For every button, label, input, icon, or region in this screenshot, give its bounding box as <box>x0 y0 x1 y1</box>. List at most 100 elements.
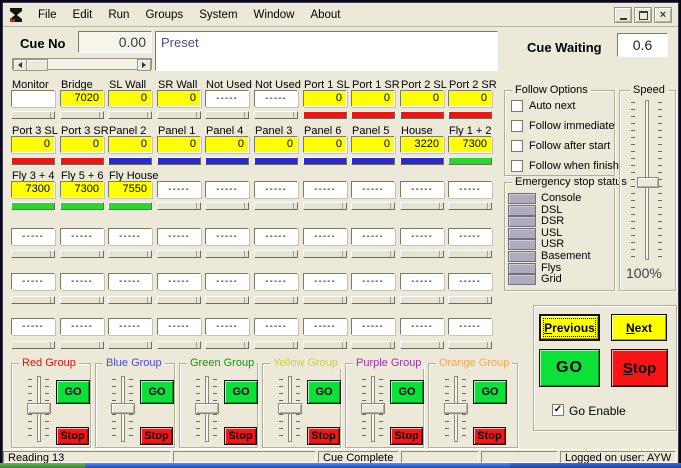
group-go-button[interactable]: GO <box>56 380 90 404</box>
status-panel <box>401 451 479 463</box>
status-panel <box>173 451 316 463</box>
estop-indicator <box>508 193 536 204</box>
status-panel: Reading 13 <box>3 451 171 464</box>
go-enable-checkbox[interactable]: ✓ <box>552 404 564 416</box>
group-stop-button[interactable]: Stop <box>224 427 257 445</box>
channel-level-bar <box>157 341 201 349</box>
channel-level-bar <box>11 157 55 165</box>
group-go-button[interactable]: GO <box>140 380 174 404</box>
menu-system[interactable]: System <box>199 8 238 21</box>
scrollbar-thumb[interactable] <box>26 59 48 71</box>
group-stop-button[interactable]: Stop <box>140 427 173 445</box>
channel-value: ----- <box>400 228 444 245</box>
follow-option-checkbox[interactable] <box>511 100 523 112</box>
channel-value: ----- <box>11 273 55 290</box>
channel-value: ----- <box>254 90 298 107</box>
channel-level-bar <box>448 341 492 349</box>
emergency-stop-title: Emergency stop status <box>512 176 630 188</box>
channel-label: Panel 6 <box>304 125 342 137</box>
channel-value: 7020 <box>60 90 104 107</box>
group-go-button[interactable]: GO <box>224 380 258 404</box>
scroll-right-arrow-icon[interactable] <box>137 59 151 71</box>
channel-level-bar <box>11 250 55 258</box>
menu-run[interactable]: Run <box>108 8 130 21</box>
channel-level-bar <box>254 111 298 119</box>
channel-value: 0 <box>448 90 492 107</box>
menu-groups[interactable]: Groups <box>145 8 184 21</box>
menu-window[interactable]: Window <box>253 8 295 21</box>
restore-button[interactable] <box>634 7 652 23</box>
group-slider-thumb[interactable] <box>361 403 385 414</box>
channel-value: ----- <box>448 181 492 198</box>
go-button[interactable]: GO <box>539 349 600 387</box>
channel-level-bar <box>205 202 249 210</box>
group-stop-button[interactable]: Stop <box>56 427 89 445</box>
fader-group-title: Yellow Group <box>270 357 342 369</box>
menu-about[interactable]: About <box>310 8 341 21</box>
channel-level-bar <box>60 296 104 304</box>
channel-value: ----- <box>205 273 249 290</box>
channel-level-bar <box>108 202 152 210</box>
channel-label: SL Wall <box>109 79 147 91</box>
channel-value: 0 <box>60 136 104 153</box>
channel-level-bar <box>448 157 492 165</box>
channel-value: 7300 <box>448 136 492 153</box>
channel-label: Port 2 SL <box>401 79 447 91</box>
channel-value: 0 <box>303 136 347 153</box>
group-slider-thumb[interactable] <box>195 403 219 414</box>
follow-option-checkbox[interactable] <box>511 160 523 172</box>
channel-value <box>11 90 55 107</box>
channel-level-bar <box>108 296 152 304</box>
channel-level-bar <box>303 341 347 349</box>
channel-value: ----- <box>254 318 298 335</box>
group-stop-button[interactable]: Stop <box>473 427 506 445</box>
channel-level-bar <box>157 202 201 210</box>
cue-description-field[interactable]: Preset <box>155 31 498 71</box>
group-slider-thumb[interactable] <box>444 403 468 414</box>
taskbar <box>0 463 681 468</box>
group-slider-thumb[interactable] <box>278 403 302 414</box>
speed-percent: 100% <box>626 265 662 281</box>
channel-value: 7300 <box>60 181 104 198</box>
group-slider-thumb[interactable] <box>111 403 135 414</box>
channel-label: Panel 2 <box>109 125 147 137</box>
channel-level-bar <box>351 202 395 210</box>
minimize-button[interactable] <box>614 7 632 23</box>
group-slider-thumb[interactable] <box>27 403 51 414</box>
menu-file[interactable]: File <box>38 8 57 21</box>
cue-waiting-label: Cue Waiting <box>527 40 602 55</box>
follow-option-checkbox[interactable] <box>511 140 523 152</box>
channel-level-bar <box>400 157 444 165</box>
group-stop-button[interactable]: Stop <box>307 427 340 445</box>
emergency-stop-group: Emergency stop status <box>504 176 630 291</box>
channel-value: 0 <box>351 90 395 107</box>
channel-level-bar <box>448 111 492 119</box>
speed-ticks-left <box>631 102 635 257</box>
speed-slider-thumb[interactable] <box>637 177 659 188</box>
channel-level-bar <box>60 202 104 210</box>
cue-scrollbar[interactable] <box>12 58 152 71</box>
channel-label: Monitor <box>12 79 49 91</box>
follow-option-checkbox[interactable] <box>511 120 523 132</box>
group-go-button[interactable]: GO <box>390 380 424 404</box>
status-panel: Cue Complete <box>318 451 399 464</box>
close-button[interactable]: × <box>654 7 672 23</box>
menu-edit[interactable]: Edit <box>72 8 93 21</box>
estop-indicator <box>508 251 536 262</box>
scroll-left-arrow-icon[interactable] <box>13 59 27 71</box>
group-go-button[interactable]: GO <box>307 380 341 404</box>
group-go-button[interactable]: GO <box>473 380 507 404</box>
channel-value: ----- <box>205 90 249 107</box>
channel-level-bar <box>108 157 152 165</box>
group-stop-button[interactable]: Stop <box>390 427 423 445</box>
channel-level-bar <box>108 341 152 349</box>
status-bar: Reading 13 Cue Complete Logged on user: AY… <box>3 449 678 464</box>
channel-value: 3220 <box>400 136 444 153</box>
cue-no-value[interactable]: 0.00 <box>78 31 152 53</box>
channel-level-bar <box>157 296 201 304</box>
cue-transport-frame <box>533 305 677 431</box>
channel-level-bar <box>303 111 347 119</box>
